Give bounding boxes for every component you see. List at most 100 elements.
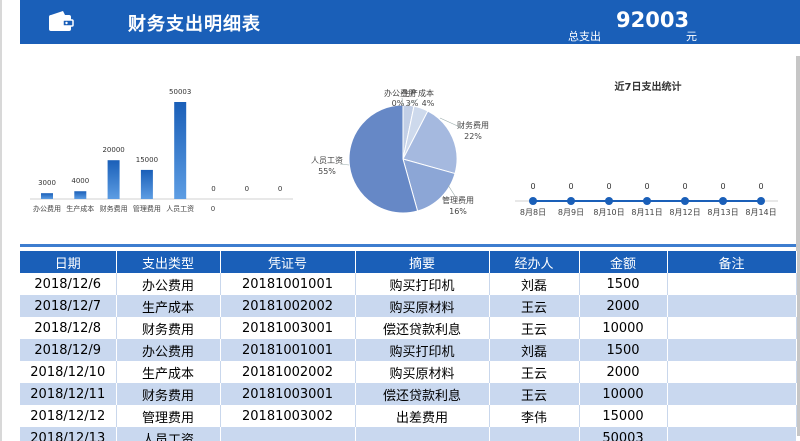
right-scroll-rule xyxy=(796,56,800,436)
table-row[interactable]: 2018/12/12 管理费用 20181003002 出差费用 李伟 15000 xyxy=(20,405,797,427)
table-cell[interactable] xyxy=(667,317,797,339)
table-cell[interactable] xyxy=(667,273,797,295)
table-cell[interactable]: 15000 xyxy=(579,405,668,427)
column-header[interactable]: 备注 xyxy=(667,251,797,273)
table-cell[interactable]: 购买打印机 xyxy=(355,273,490,295)
pie-leader-line xyxy=(406,98,419,106)
table-cell[interactable]: 20181002002 xyxy=(220,295,356,317)
total-expense-label: 总支出 xyxy=(568,30,601,43)
table-cell[interactable] xyxy=(489,427,580,441)
bar-value-label: 15000 xyxy=(136,156,158,164)
table-cell[interactable]: 人员工资 xyxy=(116,427,221,441)
column-header[interactable]: 日期 xyxy=(20,251,117,273)
table-cell[interactable] xyxy=(667,405,797,427)
table-row[interactable]: 2018/12/11 财务费用 20181003001 偿还贷款利息 王云 10000 xyxy=(20,383,797,405)
table-row[interactable]: 2018/12/6 办公费用 20181001001 购买打印机 刘磊 1500 xyxy=(20,273,797,295)
pie-slice-label: 人员工资 xyxy=(311,155,343,165)
table-cell[interactable]: 王云 xyxy=(489,295,580,317)
table-cell[interactable]: 王云 xyxy=(489,383,580,405)
table-cell[interactable]: 2018/12/8 xyxy=(20,317,117,339)
table-cell[interactable] xyxy=(355,427,490,441)
line-value-label: 0 xyxy=(644,182,649,191)
table-cell[interactable]: 刘磊 xyxy=(489,273,580,295)
column-header[interactable]: 金额 xyxy=(579,251,668,273)
table-cell[interactable] xyxy=(667,427,797,441)
table-cell[interactable]: 财务费用 xyxy=(116,383,221,405)
table-cell[interactable]: 刘磊 xyxy=(489,339,580,361)
table-row[interactable]: 2018/12/9 办公费用 20181001001 购买打印机 刘磊 1500 xyxy=(20,339,797,361)
table-cell[interactable]: 10000 xyxy=(579,383,668,405)
table-cell[interactable]: 王云 xyxy=(489,317,580,339)
page-title: 财务支出明细表 xyxy=(128,14,261,35)
table-cell[interactable] xyxy=(667,339,797,361)
table-cell[interactable]: 王云 xyxy=(489,361,580,383)
table-cell[interactable]: 2018/12/13 xyxy=(20,427,117,441)
table-cell[interactable]: 20181001001 xyxy=(220,273,356,295)
table-cell[interactable]: 2000 xyxy=(579,295,668,317)
line-category-label: 8月12日 xyxy=(669,208,700,217)
table-cell[interactable]: 生产成本 xyxy=(116,361,221,383)
table-cell[interactable]: 生产成本 xyxy=(116,295,221,317)
table-cell[interactable] xyxy=(667,361,797,383)
pie-slice xyxy=(402,158,456,212)
table-cell[interactable]: 1500 xyxy=(579,339,668,361)
bar-category-label: 人员工资 xyxy=(166,204,194,213)
pie-leader-line xyxy=(401,97,404,106)
column-header[interactable]: 凭证号 xyxy=(220,251,356,273)
table-row[interactable]: 2018/12/8 财务费用 20181003001 偿还贷款利息 王云 10000 xyxy=(20,317,797,339)
line-value-label: 0 xyxy=(530,182,535,191)
column-header[interactable]: 经办人 xyxy=(489,251,580,273)
table-cell[interactable]: 20181001001 xyxy=(220,339,356,361)
line-category-label: 8月11日 xyxy=(631,208,662,217)
table-cell[interactable]: 20181003001 xyxy=(220,317,356,339)
line-point xyxy=(643,197,651,205)
table-cell[interactable]: 购买原材料 xyxy=(355,295,490,317)
bar xyxy=(174,102,187,199)
expense-table: 日期 支出类型 凭证号 摘要 经办人 金额 备注 2018/12/6 办公费用 20181001… xyxy=(20,251,797,441)
table-cell[interactable] xyxy=(667,383,797,405)
table-cell[interactable]: 偿还贷款利息 xyxy=(355,317,490,339)
bar-value-label: 0 xyxy=(245,185,249,193)
table-cell[interactable]: 李伟 xyxy=(489,405,580,427)
table-cell[interactable]: 出差费用 xyxy=(355,405,490,427)
column-header[interactable]: 支出类型 xyxy=(116,251,221,273)
table-cell[interactable]: 偿还贷款利息 xyxy=(355,383,490,405)
table-cell[interactable]: 购买原材料 xyxy=(355,361,490,383)
table-cell[interactable]: 2018/12/7 xyxy=(20,295,117,317)
pie-leader-line xyxy=(447,184,456,197)
table-cell[interactable]: 办公费用 xyxy=(116,273,221,295)
table-cell[interactable]: 2000 xyxy=(579,361,668,383)
table-cell[interactable]: 20181003001 xyxy=(220,383,356,405)
line-chart-title: 近7日支出统计 xyxy=(615,80,682,93)
bar xyxy=(140,169,153,199)
table-cell[interactable]: 10000 xyxy=(579,317,668,339)
pie-leader-line xyxy=(439,117,463,129)
pie-slice-percent: 3% xyxy=(406,99,419,108)
table-row[interactable]: 2018/12/10 生产成本 20181002002 购买原材料 王云 2000 xyxy=(20,361,797,383)
table-row[interactable]: 2018/12/7 生产成本 20181002002 购买原材料 王云 2000 xyxy=(20,295,797,317)
table-cell[interactable]: 财务费用 xyxy=(116,317,221,339)
table-cell[interactable]: 2018/12/10 xyxy=(20,361,117,383)
table-cell[interactable]: 2018/12/12 xyxy=(20,405,117,427)
table-row[interactable]: 2018/12/13 人员工资 50003 xyxy=(20,427,797,441)
table-cell[interactable]: 2018/12/9 xyxy=(20,339,117,361)
bar-value-label: 50003 xyxy=(169,88,191,96)
table-cell[interactable] xyxy=(667,295,797,317)
column-header[interactable]: 摘要 xyxy=(355,251,490,273)
line-point xyxy=(605,197,613,205)
table-cell[interactable]: 2018/12/11 xyxy=(20,383,117,405)
table-cell[interactable]: 购买打印机 xyxy=(355,339,490,361)
line-value-label: 0 xyxy=(606,182,611,191)
table-cell[interactable]: 20181002002 xyxy=(220,361,356,383)
table-cell[interactable] xyxy=(220,427,356,441)
table-cell[interactable]: 2018/12/6 xyxy=(20,273,117,295)
line-point xyxy=(757,197,765,205)
table-cell[interactable]: 管理费用 xyxy=(116,405,221,427)
bar-value-label: 0 xyxy=(211,185,215,193)
pie-slice-label: 办公费用 xyxy=(384,88,416,98)
table-cell[interactable]: 20181003002 xyxy=(220,405,356,427)
table-cell[interactable]: 办公费用 xyxy=(116,339,221,361)
section-divider xyxy=(20,244,796,247)
table-cell[interactable]: 1500 xyxy=(579,273,668,295)
table-cell[interactable]: 50003 xyxy=(579,427,668,441)
